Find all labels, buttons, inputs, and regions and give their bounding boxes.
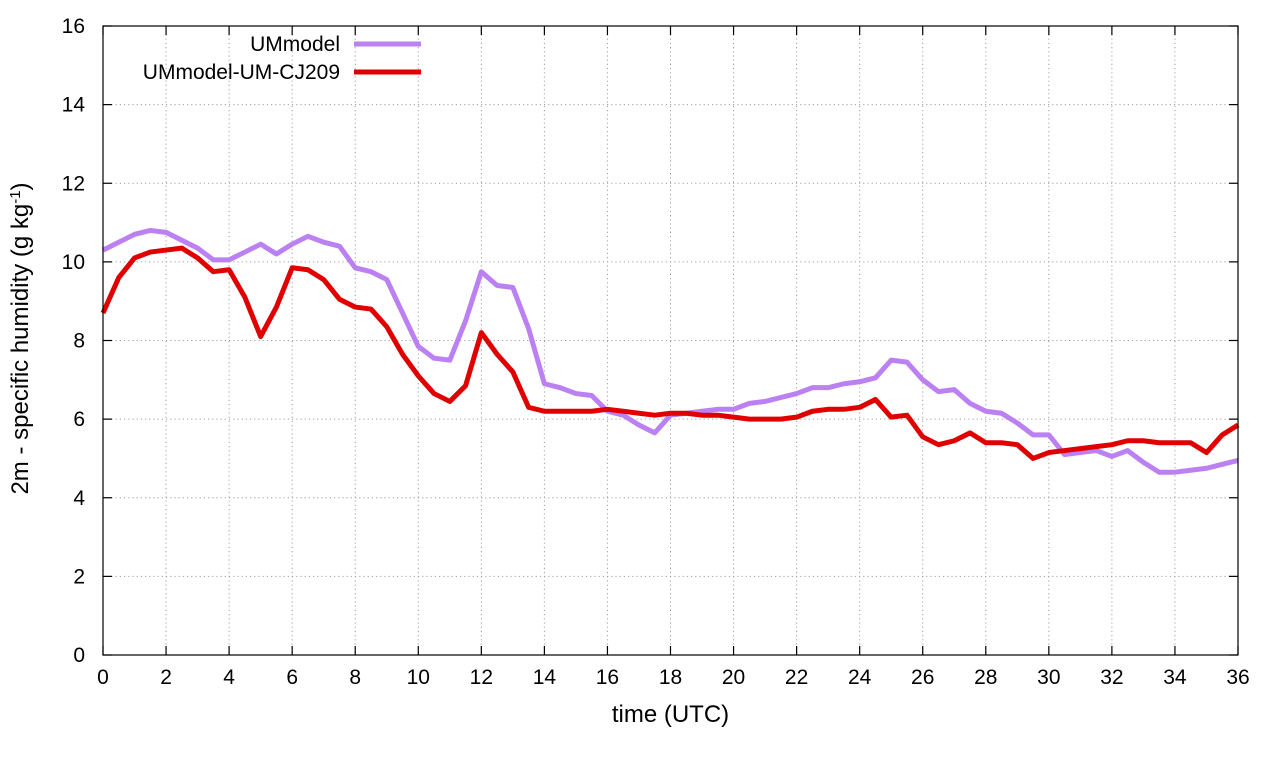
x-tick-label: 10 [407, 666, 430, 689]
y-tick-label: 14 [62, 94, 86, 117]
series-line-ummodel [101, 227, 1239, 475]
x-axis-title: time (UTC) [612, 701, 729, 728]
y-tick-label: 10 [62, 251, 85, 274]
y-tick-label: 8 [73, 330, 85, 353]
x-tick-label: 16 [596, 666, 619, 689]
y-tick-label: 4 [73, 487, 85, 510]
x-tick-label: 2 [160, 666, 172, 689]
y-axis-title-prefix: 2m - specific humidity (g kg [7, 204, 34, 495]
gridlines [103, 26, 1238, 655]
axis-ticks [102, 25, 1239, 656]
x-tick-label: 18 [659, 666, 682, 689]
x-tick-label: 26 [911, 666, 934, 689]
y-axis-title: 2m - specific humidity (g kg-1) [7, 182, 35, 494]
x-tick-label: 20 [722, 666, 745, 689]
x-tick-label: 4 [223, 666, 235, 689]
series-lines [100, 227, 1240, 475]
y-tick-label: 12 [62, 172, 85, 195]
x-tick-label: 8 [349, 666, 361, 689]
x-tick-label: 22 [785, 666, 808, 689]
y-tick-label: 6 [73, 408, 85, 431]
x-tick-label: 34 [1163, 666, 1187, 689]
x-tick-labels: 0 2 4 6 8 10 12 14 16 18 20 22 24 26 28 30 32 34 36 [97, 666, 1250, 689]
y-tick-label: 16 [62, 15, 85, 38]
legend-label: UMmodel [250, 33, 340, 56]
y-axis-title-suffix: ) [7, 182, 34, 190]
legend: UMmodel UMmodel-UM-CJ209 [143, 33, 421, 84]
x-tick-label: 6 [286, 666, 298, 689]
legend-label: UMmodel-UM-CJ209 [143, 61, 340, 84]
y-tick-label: 2 [73, 565, 85, 588]
series-line-ummodel-um-cj209 [100, 245, 1240, 461]
x-tick-label: 12 [470, 666, 493, 689]
y-axis-title-superscript: -1 [7, 190, 24, 203]
x-tick-label: 32 [1100, 666, 1123, 689]
y-tick-labels: 0 2 4 6 8 10 12 14 16 [62, 15, 86, 667]
x-tick-label: 36 [1226, 666, 1249, 689]
x-tick-label: 30 [1037, 666, 1060, 689]
x-tick-label: 14 [533, 666, 557, 689]
x-tick-label: 28 [974, 666, 997, 689]
y-tick-label: 0 [73, 644, 85, 667]
x-tick-label: 0 [97, 666, 109, 689]
x-tick-label: 24 [848, 666, 872, 689]
